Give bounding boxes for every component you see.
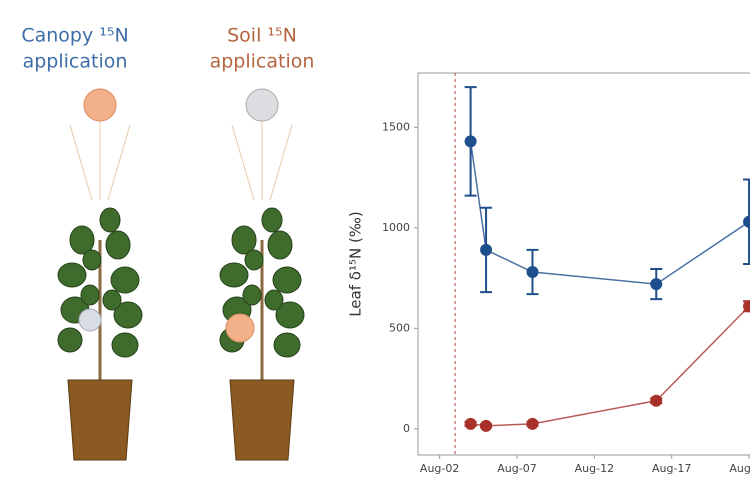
data-point (650, 278, 663, 291)
data-point (743, 215, 750, 228)
data-point (480, 243, 493, 256)
x-tick-label: Aug-17 (652, 462, 691, 475)
plant-soil (218, 88, 306, 462)
x-tick-label: Aug-22 (729, 462, 750, 475)
data-point (464, 135, 477, 148)
series-line (470, 304, 750, 427)
y-axis-label: Leaf δ¹⁵N (‰) (347, 211, 365, 317)
data-point (650, 394, 663, 407)
series-line (469, 141, 750, 285)
data-point (464, 417, 477, 430)
panel-label: Canopy ¹⁵N (21, 25, 128, 47)
data-point (526, 266, 539, 279)
panel-label: application (210, 51, 315, 73)
y-tick-label: 1000 (382, 221, 410, 234)
x-tick-label: Aug-02 (420, 462, 459, 475)
data-point (480, 419, 493, 432)
plant-canopy (56, 88, 144, 462)
panel-label: Soil ¹⁵N (227, 25, 297, 47)
data-point (743, 300, 750, 313)
plot-frame (417, 72, 750, 456)
x-tick-label: Aug-12 (575, 462, 614, 475)
y-tick-label: 0 (403, 422, 410, 435)
y-tick-label: 500 (389, 321, 410, 334)
data-point (526, 417, 539, 430)
x-tick-label: Aug-07 (497, 462, 536, 475)
y-tick-label: 1500 (382, 120, 410, 133)
panel-label: application (23, 51, 128, 73)
